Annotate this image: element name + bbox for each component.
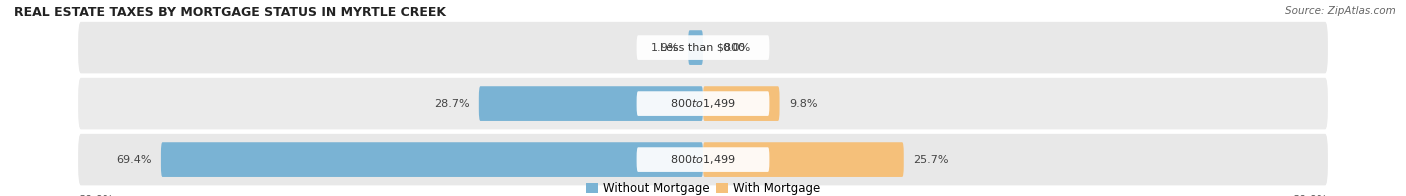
Text: REAL ESTATE TAXES BY MORTGAGE STATUS IN MYRTLE CREEK: REAL ESTATE TAXES BY MORTGAGE STATUS IN … bbox=[14, 6, 446, 19]
FancyBboxPatch shape bbox=[79, 22, 1327, 73]
FancyBboxPatch shape bbox=[688, 30, 703, 65]
FancyBboxPatch shape bbox=[703, 86, 779, 121]
Text: $800 to $1,499: $800 to $1,499 bbox=[671, 97, 735, 110]
FancyBboxPatch shape bbox=[637, 91, 769, 116]
FancyBboxPatch shape bbox=[160, 142, 703, 177]
Text: 9.8%: 9.8% bbox=[789, 99, 817, 109]
FancyBboxPatch shape bbox=[637, 147, 769, 172]
Legend: Without Mortgage, With Mortgage: Without Mortgage, With Mortgage bbox=[581, 177, 825, 196]
FancyBboxPatch shape bbox=[637, 35, 769, 60]
Text: 25.7%: 25.7% bbox=[912, 155, 949, 165]
Text: 69.4%: 69.4% bbox=[117, 155, 152, 165]
Text: Source: ZipAtlas.com: Source: ZipAtlas.com bbox=[1285, 6, 1396, 16]
Text: 0.0%: 0.0% bbox=[723, 43, 751, 53]
Text: 80.0%: 80.0% bbox=[79, 195, 114, 196]
FancyBboxPatch shape bbox=[79, 134, 1327, 185]
FancyBboxPatch shape bbox=[703, 142, 904, 177]
Text: 1.9%: 1.9% bbox=[651, 43, 679, 53]
FancyBboxPatch shape bbox=[479, 86, 703, 121]
FancyBboxPatch shape bbox=[79, 78, 1327, 129]
Text: 80.0%: 80.0% bbox=[1292, 195, 1327, 196]
Text: Less than $800: Less than $800 bbox=[661, 43, 745, 53]
Text: $800 to $1,499: $800 to $1,499 bbox=[671, 153, 735, 166]
Text: 28.7%: 28.7% bbox=[434, 99, 470, 109]
